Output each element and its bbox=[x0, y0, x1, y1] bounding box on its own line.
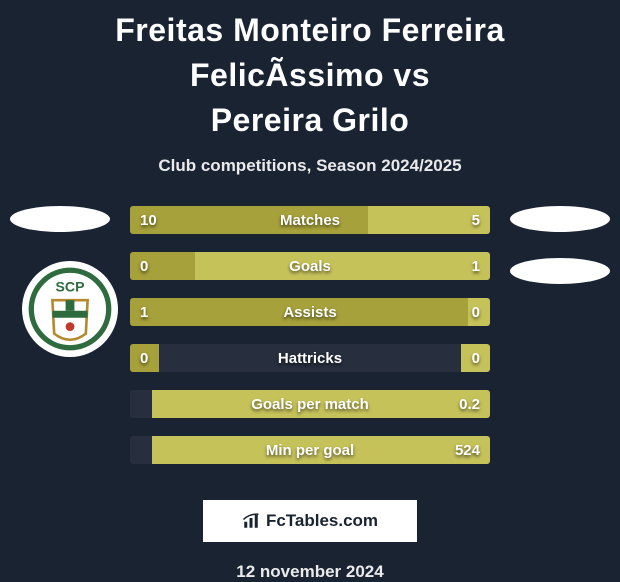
bar-value-left: 10 bbox=[140, 206, 157, 234]
bar-row: Assists1 0 bbox=[130, 298, 490, 326]
bar-row: Goals per match0.2 bbox=[130, 390, 490, 418]
bar-value-right: 0 bbox=[472, 298, 480, 326]
bar-value-right: 1 bbox=[472, 252, 480, 280]
bar-row: Goals0 1 bbox=[130, 252, 490, 280]
bar-value-left: 0 bbox=[140, 344, 148, 372]
bar-value-left: 1 bbox=[140, 298, 148, 326]
title-line-2: Pereira Grilo bbox=[211, 102, 410, 138]
bars-container: Matches105Goals01Assists10Hattricks00Goa… bbox=[130, 206, 490, 482]
subtitle: Club competitions, Season 2024/2025 bbox=[0, 156, 620, 176]
bar-value-right: 5 bbox=[472, 206, 480, 234]
page-title: Freitas Monteiro Ferreira FelicÃssimo vs… bbox=[0, 0, 620, 142]
bar-row: Min per goal524 bbox=[130, 436, 490, 464]
bar-row: Hattricks0 0 bbox=[130, 344, 490, 372]
comparison-chart: SCP Matches105Goals01Assists10Hattricks0… bbox=[0, 206, 620, 486]
player-left-placeholder bbox=[10, 206, 110, 232]
bar-label: Goals per match bbox=[130, 390, 490, 418]
bar-value-right: 0 bbox=[472, 344, 480, 372]
bar-value-left: 0 bbox=[140, 252, 148, 280]
player-right-placeholder-2 bbox=[510, 258, 610, 284]
brand-text: FcTables.com bbox=[266, 511, 378, 531]
footer-date: 12 november 2024 bbox=[0, 562, 620, 582]
sporting-cp-icon: SCP bbox=[26, 265, 114, 353]
player-right-placeholder-1 bbox=[510, 206, 610, 232]
bar-label: Assists bbox=[130, 298, 490, 326]
bar-row: Matches10 5 bbox=[130, 206, 490, 234]
title-line-1: Freitas Monteiro Ferreira FelicÃssimo vs bbox=[115, 12, 505, 93]
bar-label: Goals bbox=[130, 252, 490, 280]
club-crest: SCP bbox=[22, 261, 118, 357]
bar-label: Hattricks bbox=[130, 344, 490, 372]
chart-icon bbox=[242, 512, 260, 530]
bar-value-right: 524 bbox=[455, 436, 480, 464]
bar-label: Matches bbox=[130, 206, 490, 234]
bar-value-right: 0.2 bbox=[459, 390, 480, 418]
svg-text:SCP: SCP bbox=[56, 279, 85, 295]
brand-badge: FcTables.com bbox=[203, 500, 417, 542]
bar-label: Min per goal bbox=[130, 436, 490, 464]
